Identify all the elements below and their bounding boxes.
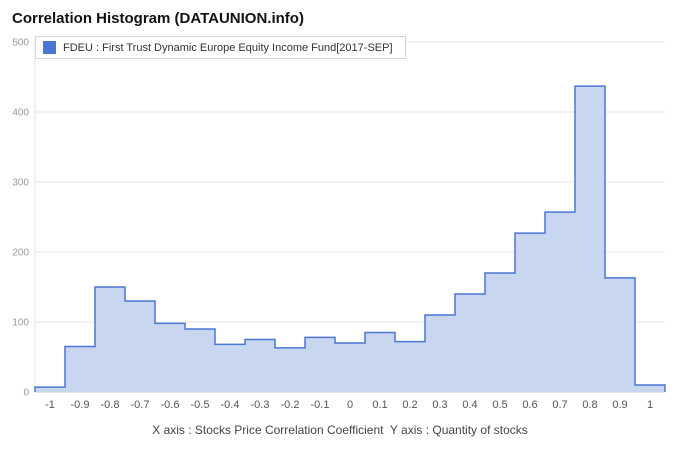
svg-text:300: 300	[12, 178, 29, 189]
chart-title: Correlation Histogram (DATAUNION.info)	[12, 10, 304, 27]
svg-text:0.3: 0.3	[432, 399, 447, 411]
legend-swatch-icon	[43, 41, 56, 54]
svg-text:-0.1: -0.1	[311, 399, 330, 411]
svg-text:0.4: 0.4	[462, 399, 477, 411]
svg-text:-1: -1	[45, 399, 55, 411]
svg-text:-0.3: -0.3	[251, 399, 270, 411]
svg-text:0.2: 0.2	[402, 399, 417, 411]
svg-text:200: 200	[12, 248, 29, 259]
svg-text:100: 100	[12, 318, 29, 329]
svg-text:-0.5: -0.5	[191, 399, 210, 411]
svg-text:500: 500	[12, 38, 29, 49]
svg-text:-0.4: -0.4	[221, 399, 240, 411]
svg-text:-0.9: -0.9	[71, 399, 90, 411]
axis-caption: X axis : Stocks Price Correlation Coeffi…	[152, 423, 528, 437]
chart-area: 0 100 200 300 400 500 -1 -0.9 -0.8 -0.7 -0.6 -0.5 -0…	[0, 32, 680, 417]
svg-text:0.8: 0.8	[582, 399, 597, 411]
histogram-svg: 0 100 200 300 400 500 -1 -0.9 -0.8 -0.7 -0.6 -0.5 -0…	[12, 38, 666, 411]
svg-text:-0.2: -0.2	[281, 399, 300, 411]
svg-text:0: 0	[23, 388, 29, 399]
legend-label: FDEU : First Trust Dynamic Europe Equity…	[63, 41, 393, 54]
svg-text:-0.7: -0.7	[131, 399, 150, 411]
svg-text:0.5: 0.5	[492, 399, 507, 411]
svg-text:0: 0	[347, 399, 353, 411]
svg-text:0.7: 0.7	[552, 399, 567, 411]
svg-text:-0.6: -0.6	[161, 399, 180, 411]
svg-text:0.1: 0.1	[372, 399, 387, 411]
svg-text:0.6: 0.6	[522, 399, 537, 411]
svg-text:-0.8: -0.8	[101, 399, 120, 411]
legend[interactable]: FDEU : First Trust Dynamic Europe Equity…	[35, 36, 406, 59]
svg-text:400: 400	[12, 108, 29, 119]
svg-text:0.9: 0.9	[612, 399, 627, 411]
svg-text:1: 1	[647, 399, 653, 411]
